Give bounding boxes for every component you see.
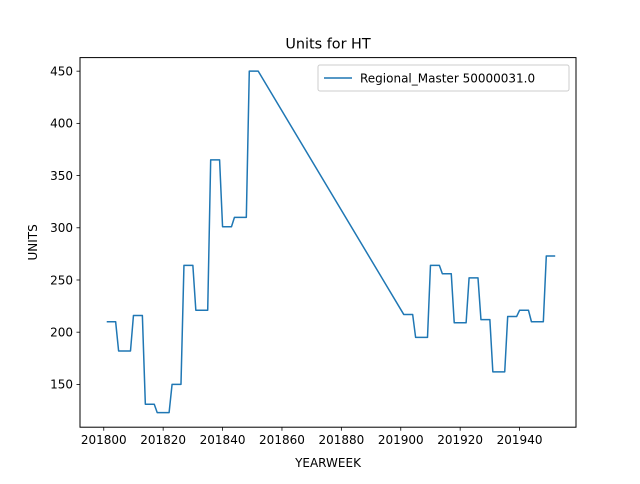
legend-label: Regional_Master 50000031.0 xyxy=(360,72,535,86)
y-tick-label: 250 xyxy=(50,273,73,287)
plot-area xyxy=(106,70,556,414)
x-axis-label: YEARWEEK xyxy=(294,456,362,470)
y-axis: 150 200 250 300 350 400 450 xyxy=(50,64,80,392)
x-tick-label: 201800 xyxy=(81,433,127,447)
x-axis: 201800 201820 201840 201860 201880 201900 2019… xyxy=(81,427,543,447)
plot-frame xyxy=(79,57,577,428)
y-tick-label: 450 xyxy=(50,64,73,78)
x-tick-label: 201860 xyxy=(259,433,305,447)
y-tick-label: 200 xyxy=(50,325,73,339)
series-line xyxy=(106,70,556,414)
y-tick-label: 150 xyxy=(50,378,73,392)
x-tick-label: 201920 xyxy=(437,433,483,447)
y-axis-label: UNITS xyxy=(26,224,40,260)
x-tick-label: 201880 xyxy=(318,433,364,447)
chart-title: Units for HT xyxy=(285,37,371,53)
y-tick-label: 400 xyxy=(50,117,73,131)
y-tick-label: 300 xyxy=(50,221,73,235)
y-tick-label: 350 xyxy=(50,169,73,183)
legend: Regional_Master 50000031.0 xyxy=(317,64,570,92)
x-tick-label: 201840 xyxy=(200,433,246,447)
x-tick-label: 201820 xyxy=(140,433,186,447)
legend-box xyxy=(317,64,570,92)
x-tick-label: 201940 xyxy=(497,433,543,447)
x-tick-label: 201900 xyxy=(378,433,424,447)
